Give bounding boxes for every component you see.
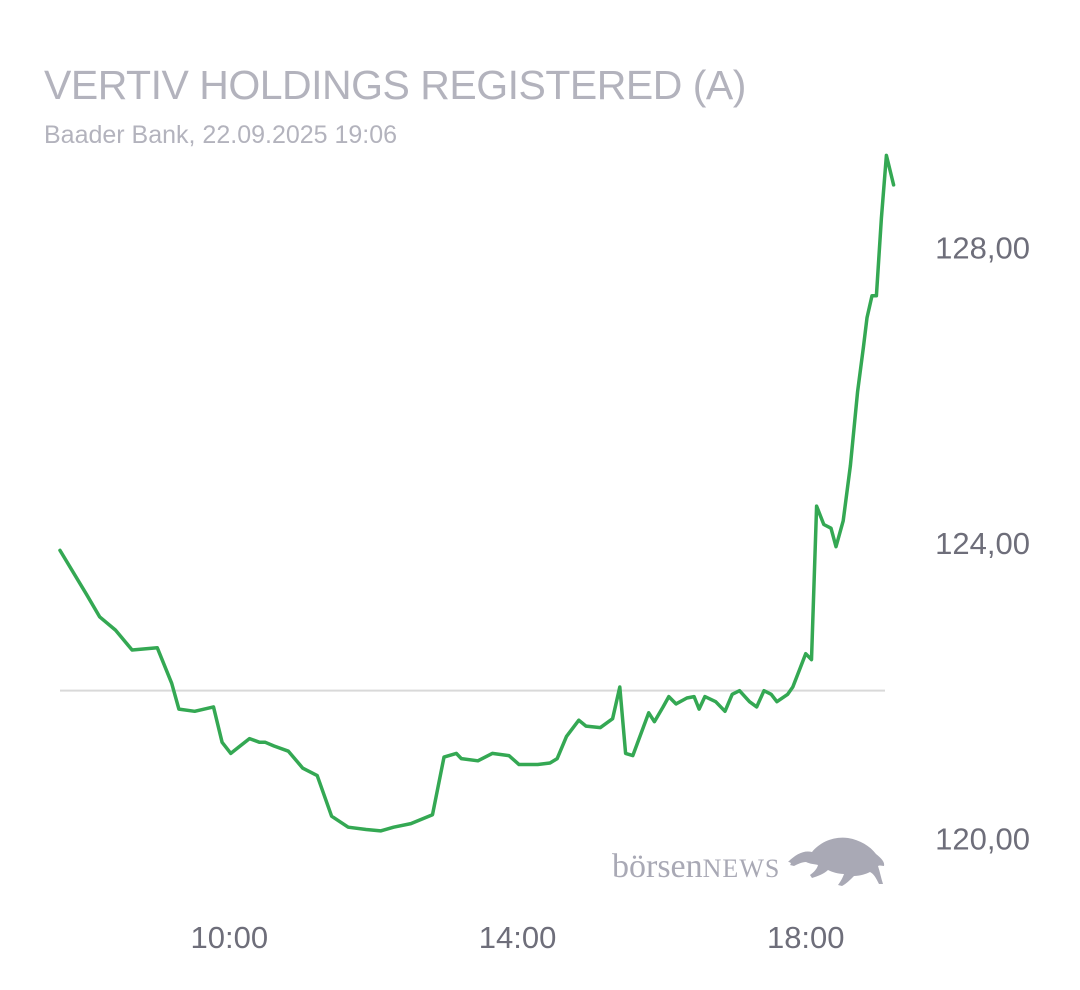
logo-text-upper: NEWS [702, 854, 781, 883]
chart-title: VERTIV HOLDINGS REGISTERED (A) [44, 62, 746, 108]
borsennews-logo: börsenNEWS [612, 837, 892, 898]
bull-icon [788, 837, 885, 886]
price-series-line [58, 153, 896, 833]
x-tick-label: 14:00 [479, 920, 557, 955]
y-axis-ticks: 128,00 124,00 120,00 [935, 231, 1030, 857]
x-tick-label: 18:00 [767, 920, 845, 955]
y-tick-label: 120,00 [935, 821, 1030, 856]
chart-subtitle: Baader Bank, 22.09.2025 19:06 [44, 121, 398, 149]
y-tick-label: 128,00 [935, 231, 1030, 266]
y-tick-label: 124,00 [935, 526, 1030, 561]
x-axis-ticks: 10:00 14:00 18:00 [191, 920, 845, 955]
x-tick-label: 10:00 [191, 920, 269, 955]
logo-text-lower: börsen [612, 848, 703, 885]
